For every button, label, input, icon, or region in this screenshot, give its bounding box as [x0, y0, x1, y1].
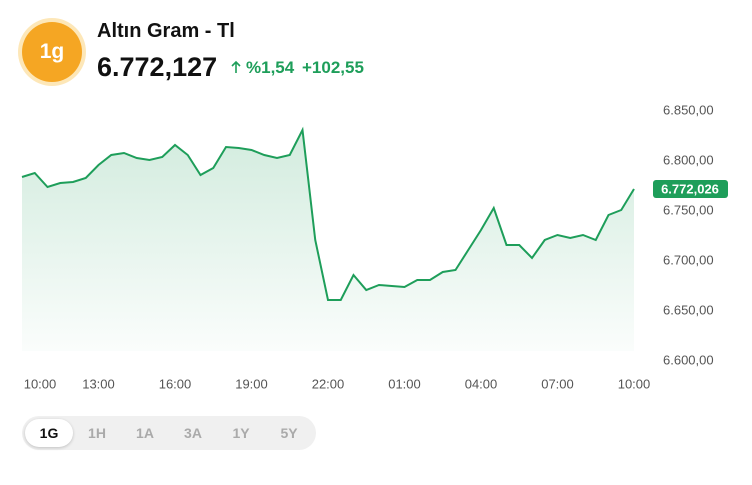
- y-tick-label: 6.700,00: [663, 252, 714, 267]
- x-tick-label: 10:00: [24, 376, 57, 391]
- current-label: 6.772,026: [661, 181, 719, 196]
- x-tick-label: 04:00: [465, 376, 498, 391]
- y-tick-label: 6.800,00: [663, 152, 714, 167]
- price: 6.772,127: [97, 52, 218, 82]
- y-tick-label: 6.850,00: [663, 102, 714, 117]
- range-tabs: 1G 1H 1A 3A 1Y 5Y: [22, 416, 316, 450]
- x-tick-label: 07:00: [541, 376, 574, 391]
- y-tick-label: 6.650,00: [663, 302, 714, 317]
- change-percent: %1,54: [246, 58, 295, 77]
- chart: 6.600,00 6.650,00 6.700,00 6.750,00 6.800,00…: [21, 102, 728, 391]
- x-tick-label: 01:00: [388, 376, 421, 391]
- x-tick-label: 10:00: [618, 376, 651, 391]
- x-tick-label: 19:00: [235, 376, 268, 391]
- current-badge: [653, 179, 728, 198]
- x-tick-label: 13:00: [82, 376, 115, 391]
- range-tab[interactable]: 1G: [25, 419, 73, 447]
- range-tab[interactable]: 1A: [136, 425, 154, 441]
- range-tab[interactable]: 3A: [184, 425, 202, 441]
- range-tab[interactable]: 1H: [88, 425, 106, 441]
- icon: 1g: [22, 22, 82, 82]
- range-tab[interactable]: 5Y: [280, 425, 298, 441]
- price-line: [21, 126, 635, 301]
- up-arrow: [231, 60, 241, 73]
- x-tick-label: 16:00: [159, 376, 192, 391]
- area: [22, 130, 634, 351]
- y-tick-label: 6.600,00: [663, 352, 714, 367]
- range-tab[interactable]: 1Y: [232, 425, 250, 441]
- y-tick-label: 6.750,00: [663, 202, 714, 217]
- change-amount: +102,55: [302, 58, 364, 77]
- x-tick-label: 22:00: [312, 376, 345, 391]
- title: Altın Gram - Tl: [97, 20, 235, 42]
